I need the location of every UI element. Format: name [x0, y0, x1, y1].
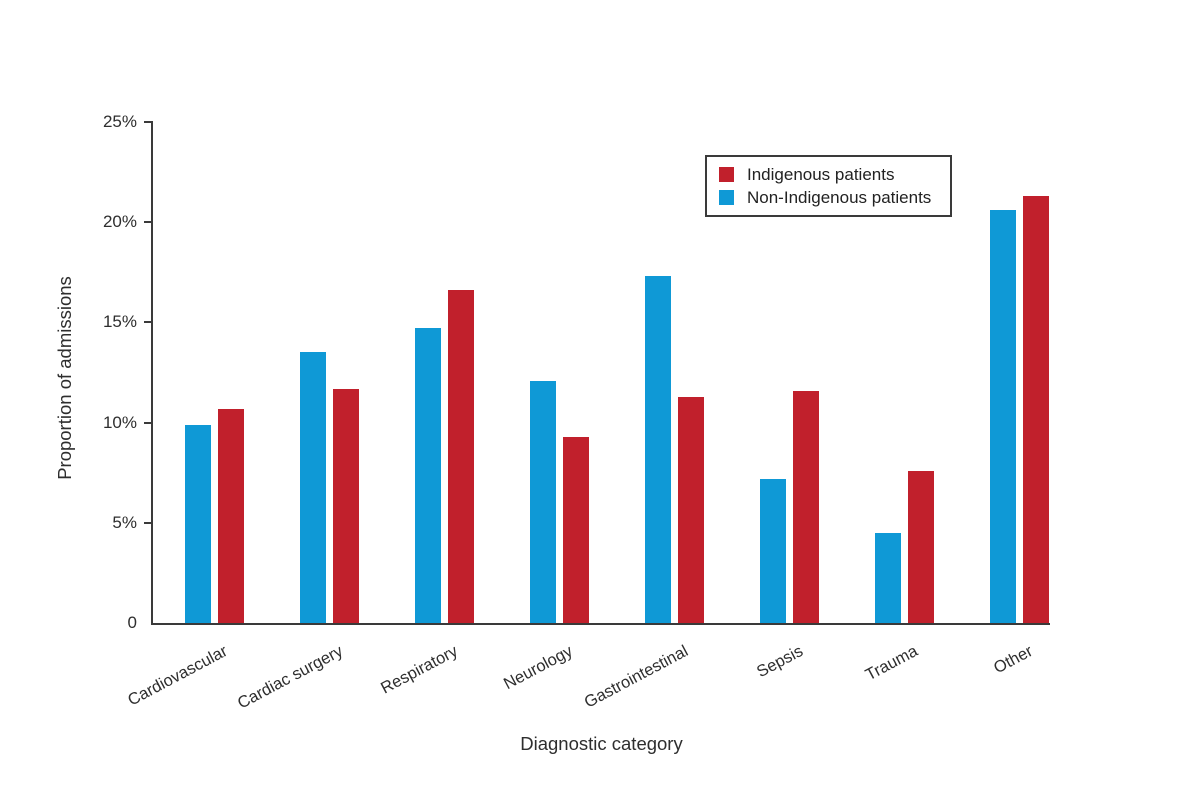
bar-indigenous-patients-trauma	[908, 470, 935, 623]
bar-indigenous-patients-gastrointestinal	[677, 396, 704, 623]
legend: Indigenous patients Non-Indigenous patie…	[705, 155, 952, 217]
y-tick-mark	[144, 121, 153, 123]
legend-item-non-indigenous: Non-Indigenous patients	[719, 189, 950, 206]
x-axis-line	[151, 623, 1050, 625]
y-tick-mark	[144, 321, 153, 324]
y-tick-label-25-: 25%	[102, 112, 137, 131]
legend-label-non-indigenous: Non-Indigenous patients	[747, 188, 932, 207]
bar-non-indigenous-patients-gastrointestinal	[644, 276, 671, 623]
bar-non-indigenous-patients-cardiovascular	[184, 424, 211, 623]
bar-indigenous-patients-cardiac-surgery	[332, 388, 359, 623]
legend-label-indigenous: Indigenous patients	[747, 165, 895, 184]
x-axis-title: Diagnostic category	[520, 733, 683, 754]
bar-indigenous-patients-respiratory	[447, 290, 474, 623]
bar-indigenous-patients-cardiovascular	[217, 408, 244, 623]
bar-indigenous-patients-neurology	[562, 436, 589, 623]
y-tick-label-15-: 15%	[102, 312, 137, 332]
y-tick-mark	[144, 421, 153, 424]
x-tick-label-cardiac-surgery: Cardiac surgery	[234, 642, 346, 713]
y-tick-label-5-: 5%	[112, 512, 137, 532]
bar-indigenous-patients-sepsis	[793, 390, 819, 623]
y-axis-line	[151, 122, 153, 623]
bar-non-indigenous-patients-respiratory	[414, 328, 441, 623]
y-tick-label-20-: 20%	[102, 212, 137, 232]
x-tick-label-cardiovascular: Cardiovascular	[124, 642, 231, 710]
y-tick-label-10-: 10%	[102, 412, 137, 432]
bar-non-indigenous-patients-sepsis	[760, 478, 786, 623]
y-axis-title: Proportion of admissions	[54, 276, 75, 480]
x-tick-label-respiratory: Respiratory	[377, 642, 461, 698]
bar-non-indigenous-patients-trauma	[875, 532, 902, 623]
legend-item-indigenous: Indigenous patients	[719, 166, 950, 183]
y-tick-mark	[144, 521, 153, 524]
x-tick-label-gastrointestinal: Gastrointestinal	[581, 642, 691, 712]
legend-swatch-indigenous	[719, 167, 734, 182]
bar-non-indigenous-patients-cardiac-surgery	[299, 352, 326, 623]
bar-non-indigenous-patients-other	[990, 210, 1017, 623]
bar-indigenous-patients-other	[1023, 196, 1050, 623]
y-tick-mark	[144, 221, 153, 224]
x-tick-label-neurology: Neurology	[500, 642, 576, 694]
y-tick-label-0: 0	[127, 613, 137, 632]
x-tick-label-trauma: Trauma	[862, 642, 922, 685]
bar-non-indigenous-patients-neurology	[529, 380, 556, 623]
x-tick-label-sepsis: Sepsis	[753, 642, 806, 682]
legend-swatch-non-indigenous	[719, 190, 734, 205]
x-tick-label-other: Other	[991, 642, 1037, 678]
